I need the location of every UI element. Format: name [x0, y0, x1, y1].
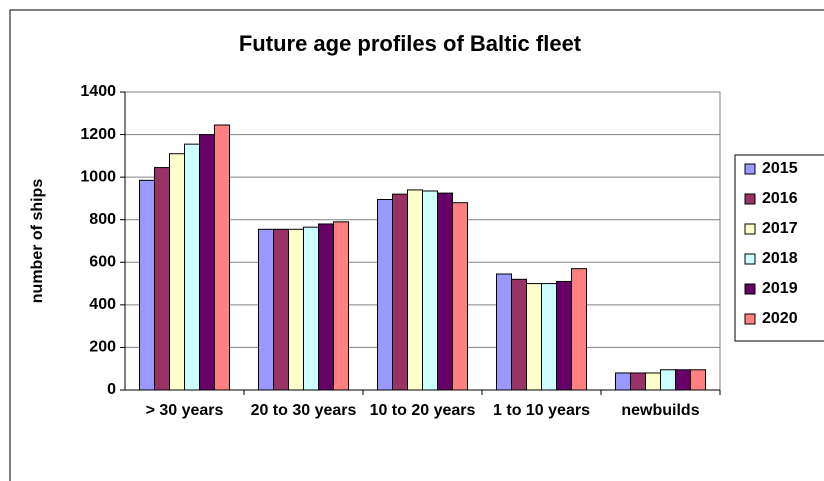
legend-label: 2019 — [762, 280, 798, 297]
bar — [556, 280, 572, 391]
y-tick-label: 400 — [89, 296, 116, 313]
legend-swatch — [744, 253, 756, 265]
x-tick-label: newbuilds — [621, 402, 700, 419]
bar — [690, 369, 706, 391]
x-tick-label: 10 to 20 years — [369, 402, 476, 419]
bar — [273, 228, 289, 391]
legend-swatch — [744, 313, 756, 325]
legend-label: 2017 — [762, 220, 798, 237]
bar — [392, 193, 408, 391]
legend-swatch — [744, 223, 756, 235]
y-tick-label: 0 — [107, 381, 116, 398]
legend-swatch — [744, 193, 756, 205]
bar — [258, 228, 274, 391]
bar — [184, 143, 200, 391]
bar — [526, 283, 542, 391]
legend-label: 2020 — [762, 310, 798, 327]
legend-box — [734, 154, 824, 342]
x-tick-label: > 30 years — [145, 402, 224, 419]
bar — [377, 198, 393, 391]
bar — [199, 134, 215, 391]
y-tick-label: 1400 — [80, 83, 116, 100]
legend-label: 2018 — [762, 250, 798, 267]
bar — [630, 372, 646, 391]
bar — [437, 192, 453, 391]
bar — [422, 190, 438, 391]
bar — [303, 226, 319, 391]
y-tick-label: 1000 — [80, 168, 116, 185]
bar — [154, 167, 170, 391]
legend-label: 2015 — [762, 160, 798, 177]
bar — [675, 369, 691, 391]
bar — [571, 268, 587, 391]
bar — [169, 153, 185, 391]
bar — [318, 223, 334, 391]
bar — [452, 202, 468, 391]
chart-title: Future age profiles of Baltic fleet — [239, 31, 582, 56]
y-tick-label: 800 — [89, 211, 116, 228]
bar — [541, 283, 557, 391]
x-tick-label: 20 to 30 years — [250, 402, 357, 419]
x-tick-label: 1 to 10 years — [493, 402, 590, 419]
bar — [333, 221, 349, 391]
bar — [288, 228, 304, 391]
y-tick-label: 1200 — [80, 126, 116, 143]
y-tick-label: 200 — [89, 339, 116, 356]
bar — [615, 372, 631, 391]
bar — [214, 124, 230, 391]
bar — [496, 273, 512, 391]
y-axis-label: number of ships — [29, 179, 46, 304]
y-tick-label: 600 — [89, 254, 116, 271]
bar — [139, 179, 155, 391]
legend-swatch — [744, 283, 756, 295]
legend-label: 2016 — [762, 190, 798, 207]
bar — [407, 189, 423, 391]
bar — [660, 369, 676, 391]
bar — [511, 278, 527, 391]
legend-swatch — [744, 163, 756, 175]
bar — [645, 372, 661, 391]
